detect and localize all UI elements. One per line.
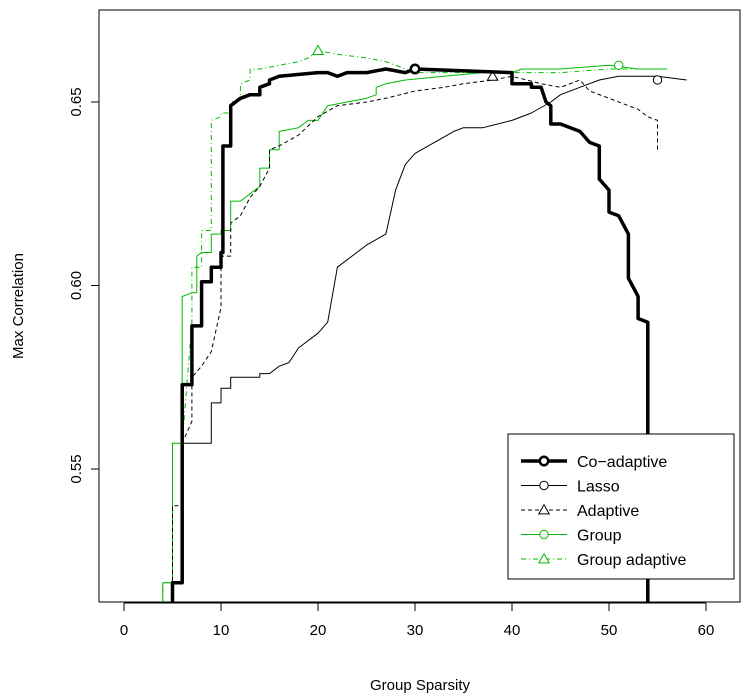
series-co-adaptive [170, 63, 650, 602]
x-axis: 0 10 20 30 40 50 60 [120, 602, 715, 639]
x-tick-label-30: 30 [407, 622, 424, 639]
x-tick-label-20: 20 [310, 622, 327, 639]
series-marker-group-adaptive [311, 44, 325, 56]
series-marker-lasso [652, 75, 663, 85]
series-marker-adaptive [486, 70, 499, 81]
legend-label-co-adaptive: Co−adaptive [577, 454, 667, 471]
y-axis: 0.55 0.60 0.65 [68, 87, 100, 484]
x-tick-label-0: 0 [120, 622, 128, 639]
series-layer [162, 44, 687, 602]
series-lasso [182, 75, 687, 444]
x-tick-label-10: 10 [213, 622, 230, 639]
series-marker-group [614, 60, 624, 71]
x-tick-label-60: 60 [698, 622, 715, 639]
x-tick-label-40: 40 [504, 622, 521, 639]
legend: Co−adaptive Lasso Adaptive Group Group adapt… [507, 433, 735, 580]
series-line-co-adaptive [170, 67, 650, 602]
y-tick-label-0.60: 0.60 [68, 271, 85, 300]
x-tick-label-50: 50 [601, 622, 618, 639]
y-axis-label: Max Correlation [10, 253, 27, 359]
y-tick-label-0.55: 0.55 [68, 454, 85, 483]
legend-marker-adaptive [537, 503, 551, 515]
series-line-adaptive [172, 75, 658, 602]
legend-label-group-adaptive: Group adaptive [577, 552, 687, 569]
series-adaptive [172, 70, 658, 602]
series-line-lasso [182, 75, 687, 444]
x-axis-label: Group Sparsity [370, 677, 471, 694]
legend-marker-lasso [539, 480, 549, 491]
legend-label-adaptive: Adaptive [577, 503, 639, 520]
y-tick-label-0.65: 0.65 [68, 87, 85, 116]
series-marker-co-adaptive [409, 63, 421, 75]
legend-label-group: Group [577, 528, 622, 545]
legend-label-lasso: Lasso [577, 479, 620, 496]
legend-marker-group [539, 529, 549, 540]
legend-marker-co-adaptive [538, 455, 550, 467]
legend-marker-group-adaptive [537, 552, 551, 564]
